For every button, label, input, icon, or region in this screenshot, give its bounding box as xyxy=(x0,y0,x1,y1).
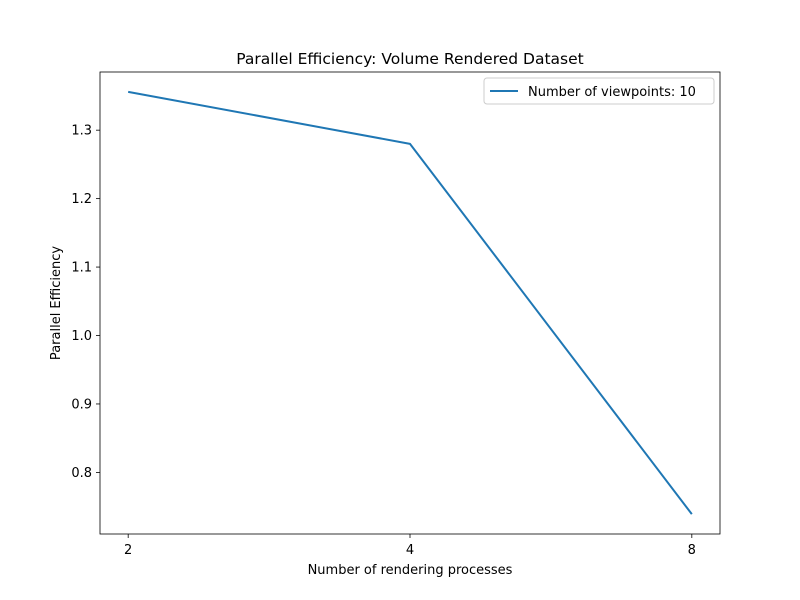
x-tick-label: 8 xyxy=(688,543,696,558)
y-tick-label: 0.9 xyxy=(71,397,92,412)
chart-title: Parallel Efficiency: Volume Rendered Dat… xyxy=(236,50,584,68)
x-axis-ticks: 2 4 8 xyxy=(124,534,696,558)
x-tick-label: 2 xyxy=(124,543,132,558)
legend-frame xyxy=(483,77,715,105)
y-tick-label: 1.3 xyxy=(71,124,92,139)
y-tick-label: 0.8 xyxy=(71,466,92,481)
y-tick-label: 1.2 xyxy=(71,192,92,207)
x-axis-label: Number of rendering processes xyxy=(308,563,513,578)
plot-background xyxy=(100,72,720,534)
y-axis-label: Parallel Efficiency xyxy=(49,246,64,360)
y-axis-ticks: 0.8 0.9 1.0 1.1 1.2 1.3 xyxy=(71,124,100,481)
plot-area xyxy=(99,71,721,535)
series-line xyxy=(127,90,693,515)
legend-entry-label: Number of viewpoints: 10 xyxy=(528,85,696,100)
x-tick-label: 4 xyxy=(406,543,414,558)
y-tick-label: 1.1 xyxy=(71,261,92,276)
y-tick-label: 1.0 xyxy=(71,329,92,344)
legend: Number of viewpoints: 10 xyxy=(483,77,715,105)
series-layer xyxy=(127,90,693,515)
